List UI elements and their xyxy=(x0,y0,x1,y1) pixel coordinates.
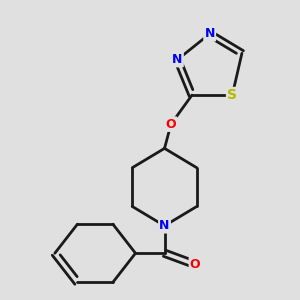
Text: O: O xyxy=(190,258,200,271)
Text: N: N xyxy=(205,27,215,40)
Text: N: N xyxy=(159,219,170,232)
Text: N: N xyxy=(172,53,183,66)
Text: S: S xyxy=(227,88,237,102)
Text: O: O xyxy=(166,118,176,131)
